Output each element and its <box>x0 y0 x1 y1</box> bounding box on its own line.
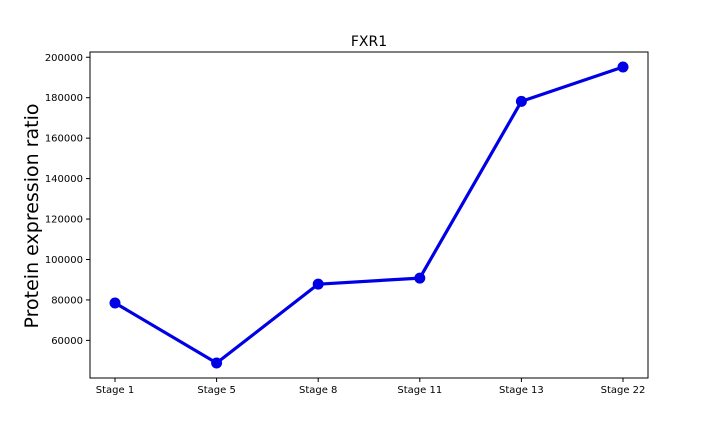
x-tick-label: Stage 1 <box>96 385 134 396</box>
data-point <box>312 278 324 290</box>
y-tick-label: 120000 <box>45 215 83 226</box>
y-tick-label: 160000 <box>45 134 83 145</box>
data-point <box>617 61 629 73</box>
data-point <box>414 272 426 284</box>
y-tick-label: 200000 <box>45 53 83 64</box>
data-point <box>109 297 121 309</box>
y-tick-label: 80000 <box>51 295 83 306</box>
plot-frame <box>89 51 649 379</box>
y-axis-ticks: 60000 80000 100000 120000 140000 160000 180000… <box>45 53 90 347</box>
y-tick-label: 100000 <box>45 255 83 266</box>
x-tick-label: Stage 8 <box>299 385 337 396</box>
data-point <box>211 357 223 369</box>
y-axis-label: Protein expression ratio <box>21 104 43 329</box>
y-tick-label: 60000 <box>51 336 83 347</box>
x-tick-label: Stage 11 <box>397 385 442 396</box>
x-tick-label: Stage 13 <box>499 385 544 396</box>
series-line <box>113 65 625 365</box>
y-tick-label: 140000 <box>45 174 83 185</box>
plot-area: 60000 80000 100000 120000 140000 160000 180000… <box>45 51 649 396</box>
x-tick-label: Stage 5 <box>197 385 235 396</box>
series-group <box>109 61 629 369</box>
y-tick-label: 180000 <box>45 93 83 104</box>
x-axis-ticks: Stage 1 Stage 5 Stage 8 Stage 11 Stage 13 Sta… <box>96 378 646 396</box>
data-point <box>515 95 527 107</box>
x-tick-label: Stage 22 <box>601 385 646 396</box>
chart-title: FXR1 <box>351 34 387 50</box>
